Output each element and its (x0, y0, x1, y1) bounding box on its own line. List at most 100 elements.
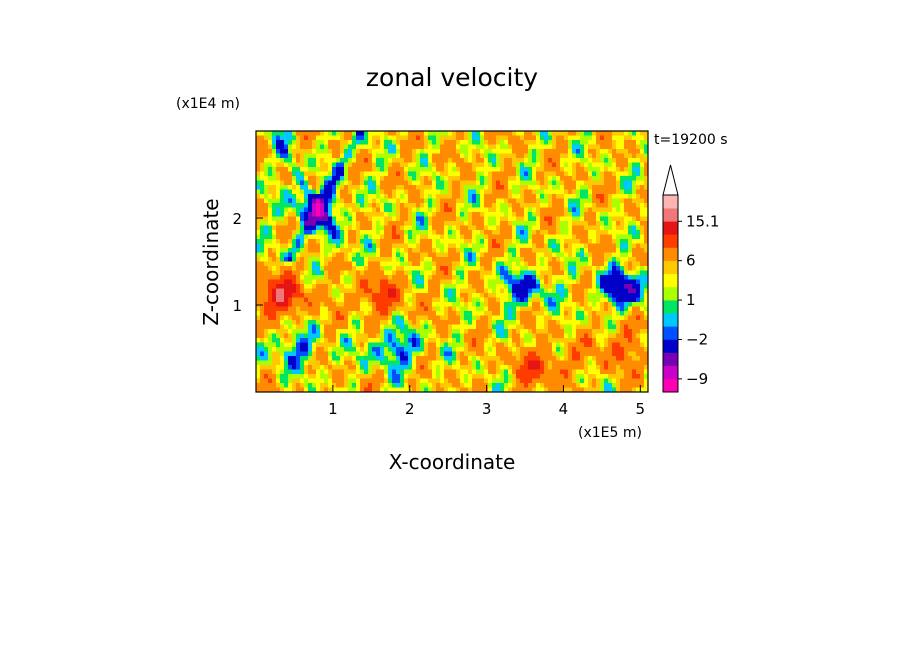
heatmap-cell (372, 378, 377, 384)
heatmap-cell (368, 320, 373, 326)
heatmap-cell (392, 248, 397, 254)
heatmap-cell (492, 279, 497, 285)
heatmap-cell (312, 311, 317, 317)
heatmap-cell (368, 297, 373, 303)
heatmap-cell (360, 369, 365, 375)
heatmap-cell (516, 356, 521, 362)
heatmap-cell (348, 293, 353, 299)
heatmap-cell (560, 306, 565, 312)
heatmap-cell (512, 284, 517, 290)
heatmap-cell (452, 203, 457, 209)
heatmap-cell (284, 194, 289, 200)
heatmap-cell (268, 140, 273, 146)
heatmap-cell (508, 234, 513, 240)
heatmap-cell (560, 189, 565, 195)
heatmap-cell (444, 275, 449, 281)
heatmap-cell (412, 225, 417, 231)
heatmap-cell (496, 324, 501, 330)
heatmap-cell (400, 185, 405, 191)
heatmap-cell (412, 261, 417, 267)
heatmap-cell (592, 221, 597, 227)
heatmap-cell (464, 315, 469, 321)
heatmap-cell (392, 216, 397, 222)
heatmap-cell (444, 279, 449, 285)
heatmap-cell (588, 252, 593, 258)
heatmap-cell (488, 234, 493, 240)
heatmap-cell (324, 329, 329, 335)
heatmap-cell (296, 315, 301, 321)
heatmap-cell (556, 171, 561, 177)
heatmap-cell (504, 248, 509, 254)
heatmap-cell (276, 234, 281, 240)
heatmap-cell (432, 383, 437, 389)
heatmap-cell (384, 302, 389, 308)
heatmap-cell (584, 387, 589, 392)
heatmap-cell (436, 356, 441, 362)
heatmap-cell (392, 225, 397, 231)
heatmap-cell (576, 225, 581, 231)
heatmap-cell (400, 324, 405, 330)
heatmap-cell (596, 365, 601, 371)
heatmap-cell (440, 275, 445, 281)
heatmap-cell (484, 347, 489, 353)
heatmap-cell (260, 306, 265, 312)
heatmap-cell (332, 275, 337, 281)
heatmap-cell (264, 329, 269, 335)
heatmap-cell (380, 230, 385, 236)
heatmap-cell (256, 216, 261, 222)
heatmap-cell (572, 212, 577, 218)
heatmap-cell (500, 225, 505, 231)
heatmap-cell (312, 369, 317, 375)
heatmap-cell (432, 158, 437, 164)
heatmap-cell (540, 131, 545, 137)
heatmap-cell (468, 185, 473, 191)
heatmap-cell (428, 324, 433, 330)
heatmap-cell (556, 194, 561, 200)
heatmap-cell (460, 180, 465, 186)
heatmap-cell (280, 234, 285, 240)
heatmap-cell (380, 360, 385, 366)
heatmap-cell (340, 135, 345, 141)
heatmap-cell (324, 221, 329, 227)
heatmap-cell (348, 261, 353, 267)
heatmap-cell (340, 383, 345, 389)
heatmap-cell (524, 189, 529, 195)
heatmap-cell (564, 297, 569, 303)
heatmap-cell (372, 329, 377, 335)
heatmap-cell (580, 212, 585, 218)
heatmap-cell (440, 239, 445, 245)
heatmap-cell (368, 338, 373, 344)
heatmap-cell (416, 135, 421, 141)
heatmap-cell (556, 293, 561, 299)
heatmap-cell (436, 387, 441, 392)
heatmap-cell (272, 189, 277, 195)
heatmap-cell (588, 302, 593, 308)
heatmap-cell (340, 311, 345, 317)
heatmap-cell (440, 356, 445, 362)
heatmap-cell (344, 324, 349, 330)
heatmap-cell (324, 194, 329, 200)
heatmap-cell (528, 234, 533, 240)
heatmap-cell (340, 189, 345, 195)
heatmap-cell (528, 347, 533, 353)
heatmap-cell (548, 167, 553, 173)
heatmap-cell (428, 369, 433, 375)
heatmap-cell (584, 239, 589, 245)
heatmap-cell (576, 261, 581, 267)
heatmap-cell (308, 288, 313, 294)
heatmap-cell (544, 261, 549, 267)
heatmap-cell (492, 189, 497, 195)
heatmap-cell (556, 387, 561, 392)
heatmap-cell (396, 374, 401, 380)
heatmap-cell (312, 176, 317, 182)
heatmap-cell (296, 288, 301, 294)
heatmap-cell (496, 329, 501, 335)
heatmap-cell (404, 369, 409, 375)
heatmap-cell (588, 203, 593, 209)
heatmap-cell (420, 302, 425, 308)
heatmap-cell (520, 279, 525, 285)
heatmap-cell (300, 351, 305, 357)
heatmap-cell (452, 221, 457, 227)
heatmap-cell (324, 167, 329, 173)
heatmap-cell (408, 167, 413, 173)
